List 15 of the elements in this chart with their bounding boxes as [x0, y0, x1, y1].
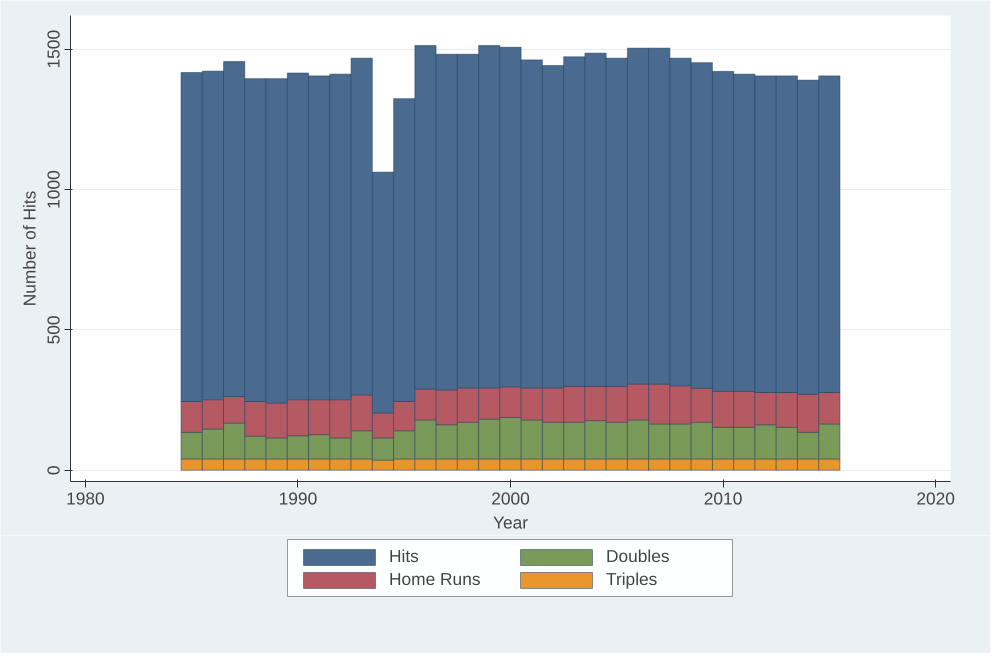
- y-axis-title: Number of Hits: [20, 190, 40, 306]
- legend-label: Home Runs: [389, 569, 482, 590]
- legend-label: Hits: [389, 546, 420, 567]
- y-tick-label: 0: [44, 465, 64, 476]
- x-tick-label: 1990: [278, 488, 318, 508]
- legend-label: Triples: [606, 569, 658, 590]
- y-tick-label: 1500: [44, 30, 64, 68]
- x-axis-title: Year: [492, 512, 528, 532]
- x-tick-label: 1980: [66, 488, 105, 508]
- y-tick-label: 500: [44, 315, 64, 344]
- legend-label: Doubles: [606, 546, 671, 567]
- x-tick-label: 2000: [491, 488, 530, 508]
- x-tick-label: 2010: [704, 488, 742, 508]
- y-tick-label: 1000: [44, 170, 64, 209]
- x-tick-label: 2020: [916, 488, 955, 508]
